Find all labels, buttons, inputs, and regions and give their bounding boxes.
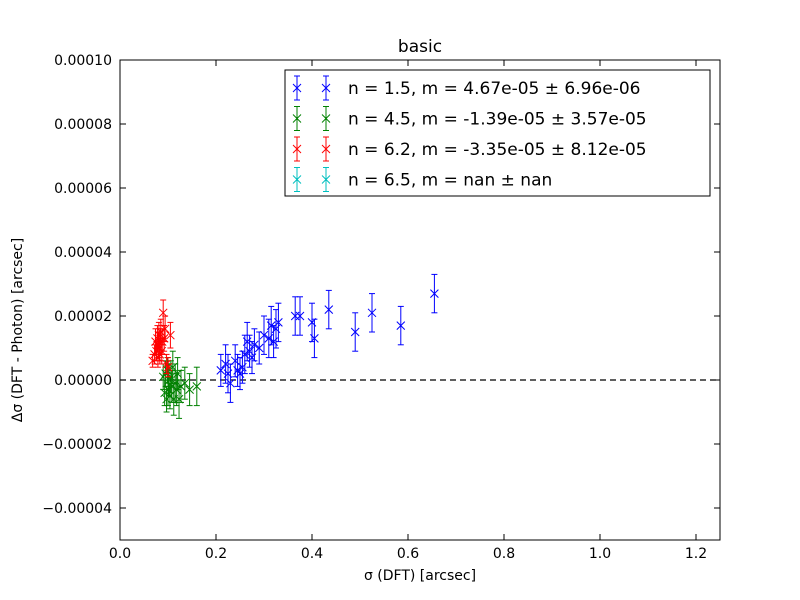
axes-frame	[119, 59, 721, 541]
x-axis-label: σ (DFT) [arcsec]	[364, 568, 476, 584]
y-tick-label: 0.00008	[54, 117, 112, 133]
data-point-s0-28	[430, 273, 439, 314]
chart-title: basic	[398, 37, 442, 57]
y-tick-label: 0.00006	[54, 181, 112, 197]
y-tick-label: −0.00004	[42, 501, 112, 517]
legend-marker-stroke-b	[292, 114, 302, 123]
x-marker-stroke-b	[159, 334, 169, 343]
x-marker-stroke-b	[148, 356, 157, 366]
data-point-s0-26	[367, 293, 377, 333]
x-marker-stroke-b	[259, 330, 269, 340]
x-tick-label: 1.2	[685, 546, 707, 562]
data-point-s1-17	[180, 366, 190, 400]
x-marker-stroke-b	[173, 369, 182, 378]
x-marker-stroke-b	[166, 330, 175, 340]
data-point-s0-21	[295, 296, 305, 336]
x-marker-stroke-b	[324, 305, 334, 314]
legend-marker-stroke-b	[321, 144, 331, 154]
data-point-s2-18	[163, 357, 173, 378]
y-tick-label: 0.00000	[54, 373, 112, 389]
y-tick-label: 0.00004	[54, 245, 112, 261]
data-point-s0-14	[259, 315, 269, 355]
data-point-s1-14	[173, 357, 182, 391]
legend-box	[284, 69, 711, 197]
data-point-s0-13	[254, 331, 264, 365]
legend-entry-2: n = 6.2, m = -3.35e-05 ± 8.12e-05	[292, 136, 647, 162]
x-marker-stroke-b	[430, 289, 439, 298]
plot-area: 0.0 0.2 0.4 0.6 0.8 1.0 1.2 −0.00004 −0.00002 0.0…	[42, 53, 721, 562]
x-marker-stroke-b	[185, 385, 194, 394]
data-point-s1-19	[192, 366, 202, 407]
x-marker-stroke-b	[350, 327, 360, 337]
x-marker-stroke-b	[274, 318, 283, 327]
x-marker-stroke-b	[163, 362, 173, 372]
x-marker-stroke-b	[174, 394, 184, 404]
data-point-s2-19	[166, 321, 175, 349]
x-marker-stroke-b	[192, 382, 202, 391]
y-axis-label: Δσ (DFT - Photon) [arcsec]	[10, 238, 26, 422]
x-marker-stroke-b	[250, 340, 259, 350]
x-marker-stroke-b	[254, 343, 264, 353]
x-marker-stroke-b	[160, 324, 170, 334]
legend-marker-stroke-b	[292, 144, 302, 154]
x-marker-stroke-b	[216, 366, 226, 375]
legend-label: n = 6.2, m = -3.35e-05 ± 8.12e-05	[348, 140, 647, 160]
y-tick-label: 0.00002	[54, 309, 112, 325]
x-marker-stroke-b	[158, 308, 168, 318]
y-tick-label: −0.00002	[42, 437, 112, 453]
x-tick-label: 1.0	[589, 546, 611, 562]
data-point-s0-24	[324, 289, 334, 330]
data-point-s0-5	[233, 353, 242, 387]
x-marker-stroke-b	[226, 378, 235, 388]
data-point-s2-16	[160, 315, 170, 343]
x-marker-stroke-b	[396, 321, 406, 330]
legend-entry-3: n = 6.5, m = nan ± nan	[292, 167, 552, 192]
legend-label: n = 4.5, m = -1.39e-05 ± 3.57e-05	[348, 110, 647, 130]
legend-entry-1: n = 4.5, m = -1.39e-05 ± 3.57e-05	[292, 106, 647, 131]
x-tick-label: 0.2	[205, 546, 227, 562]
legend-marker-stroke-b	[321, 114, 331, 123]
legend-marker-stroke-b	[321, 175, 331, 184]
x-marker-stroke-b	[295, 311, 305, 321]
x-marker-stroke-b	[310, 334, 319, 343]
legend: n = 1.5, m = 4.67e-05 ± 6.96e-06 n = 4.5,…	[284, 69, 711, 197]
x-marker-stroke-b	[162, 359, 171, 369]
data-point-s0-19	[274, 302, 283, 343]
x-marker-stroke-b	[156, 327, 166, 337]
y-tick-label: 0.00010	[54, 53, 112, 69]
data-point-s0-0	[216, 353, 226, 387]
legend-marker-stroke-b	[292, 83, 302, 93]
x-tick-label: 0.6	[397, 546, 419, 562]
legend-marker-stroke-b	[292, 175, 302, 184]
x-marker-stroke-b	[367, 308, 377, 318]
x-marker-stroke-b	[180, 378, 190, 388]
data-point-s1-18	[185, 373, 194, 407]
data-point-s0-25	[350, 312, 360, 352]
data-point-s0-27	[396, 305, 406, 346]
legend-entry-0: n = 1.5, m = 4.67e-05 ± 6.96e-06	[292, 75, 641, 101]
x-tick-label: 0.8	[493, 546, 515, 562]
legend-label: n = 6.5, m = nan ± nan	[348, 171, 552, 191]
data-point-s0-23	[310, 318, 319, 359]
data-point-s0-12	[250, 328, 259, 362]
legend-label: n = 1.5, m = 4.67e-05 ± 6.96e-06	[348, 79, 641, 99]
x-tick-label: 0.4	[301, 546, 323, 562]
x-tick-label: 0.0	[109, 546, 131, 562]
legend-marker-stroke-b	[321, 83, 331, 93]
data-point-s0-3	[226, 363, 235, 403]
